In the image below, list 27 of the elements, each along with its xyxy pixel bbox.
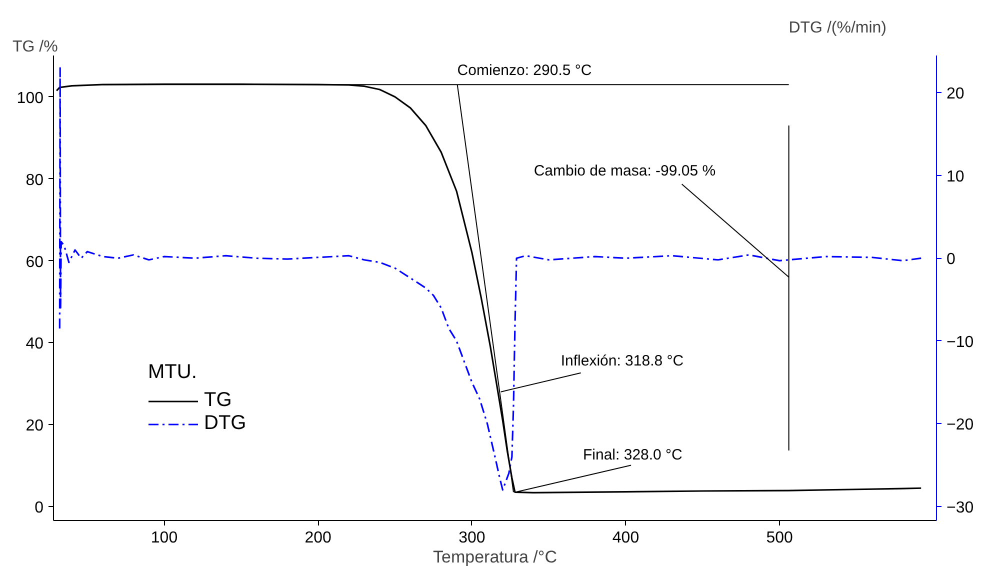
y2-tick-label: −10	[946, 334, 974, 351]
y2-tick-label: 10	[946, 168, 964, 186]
legend-title: MTU.	[148, 361, 198, 384]
y2-tick-label: 20	[946, 86, 964, 103]
y2-tick-label: 0	[946, 251, 956, 268]
y2-tick-label: −30	[946, 499, 974, 516]
y-tick-label: 80	[26, 172, 44, 189]
annotation: Cambio de masa: -99.05 %	[534, 162, 716, 180]
y-tick-label: 100	[16, 90, 44, 107]
annotation: Final: 328.0 °C	[583, 446, 683, 464]
y-tick-label: 60	[26, 254, 44, 271]
x-tick-label: 400	[612, 530, 640, 546]
x-tick-label: 100	[150, 530, 178, 546]
x-axis-title: Temperatura /°C	[433, 548, 557, 566]
y2-axis-title: DTG /(%/min)	[788, 20, 887, 36]
x-tick-label: 300	[458, 530, 486, 546]
y-tick-label: 40	[26, 336, 44, 353]
annotation: Comienzo: 290.5 °C	[457, 62, 592, 80]
y2-tick-label: −20	[946, 416, 974, 434]
legend-label: DTG	[204, 412, 246, 435]
y-tick-label: 20	[26, 418, 44, 435]
x-tick-label: 200	[304, 530, 332, 546]
annotation: Inflexión: 318.8 °C	[560, 352, 684, 370]
legend-label: TG	[204, 389, 232, 412]
y-axis-title: TG /%	[12, 38, 58, 56]
y-tick-label: 0	[34, 500, 44, 517]
x-tick-label: 500	[766, 530, 794, 546]
